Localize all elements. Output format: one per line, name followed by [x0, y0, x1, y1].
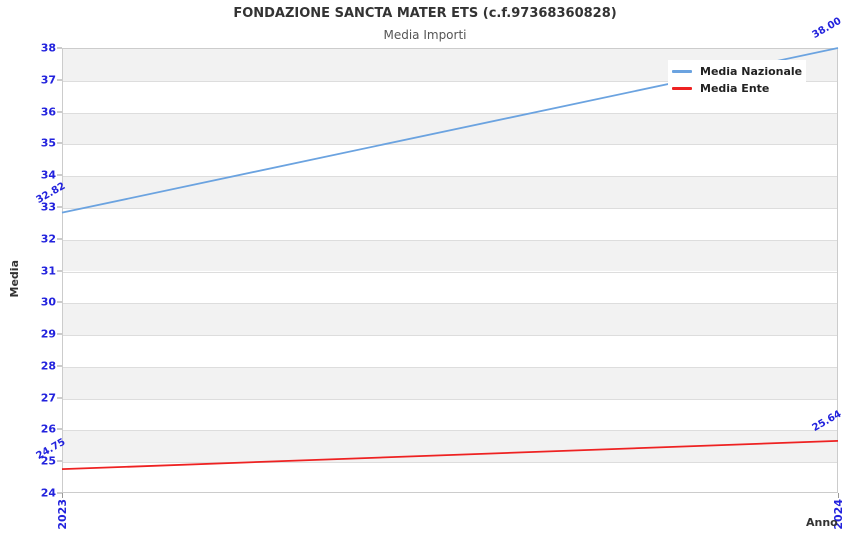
gridline	[63, 462, 837, 464]
legend-item-media-ente[interactable]: Media Ente	[672, 80, 802, 97]
y-tick-label: 32	[40, 232, 56, 246]
gridline	[63, 239, 837, 241]
y-tick-label: 30	[40, 295, 56, 309]
x-tick-mark	[62, 493, 63, 498]
legend[interactable]: Media Nazionale Media Ente	[668, 60, 807, 101]
gridline	[63, 271, 837, 273]
legend-label-media-nazionale: Media Nazionale	[700, 65, 803, 78]
x-tick-label: 2023	[56, 499, 69, 530]
y-tick-label: 38	[40, 41, 56, 55]
plot-area	[62, 48, 838, 493]
y-tick-label: 35	[40, 136, 56, 150]
y-tick-label: 24	[40, 486, 56, 500]
plot-band	[63, 239, 837, 272]
chart-title: FONDAZIONE SANCTA MATER ETS (c.f.9736836…	[233, 6, 617, 21]
gridline	[63, 335, 837, 337]
y-tick-label: 36	[40, 105, 56, 119]
plot-band	[63, 303, 837, 336]
plot-band	[63, 366, 837, 399]
y-tick-label: 34	[40, 168, 56, 182]
gridline	[63, 176, 837, 178]
y-tick-label: 29	[40, 327, 56, 341]
plot-band	[63, 176, 837, 208]
gridline	[63, 303, 837, 305]
legend-label-media-ente: Media Ente	[700, 82, 770, 95]
legend-item-media-nazionale[interactable]: Media Nazionale	[672, 63, 802, 80]
gridline	[63, 430, 837, 432]
y-tick-label: 37	[40, 73, 56, 87]
gridline	[63, 366, 837, 368]
y-axis-title: Media	[8, 260, 21, 298]
x-tick-mark	[838, 493, 839, 498]
y-tick-label: 31	[40, 264, 56, 277]
plot-band	[63, 430, 837, 463]
y-tick-label: 28	[40, 359, 56, 373]
legend-line-swatch-nazionale	[672, 70, 692, 73]
gridline	[63, 207, 837, 209]
chart-subtitle: Media Importi	[383, 28, 467, 42]
gridline	[63, 398, 837, 400]
gridline	[63, 144, 837, 146]
plot-band	[63, 112, 837, 145]
legend-line-swatch-ente	[672, 87, 692, 90]
x-axis-title: Anno	[806, 516, 838, 529]
y-tick-label: 26	[40, 422, 56, 436]
gridline	[63, 112, 837, 114]
y-tick-label: 27	[40, 391, 56, 405]
